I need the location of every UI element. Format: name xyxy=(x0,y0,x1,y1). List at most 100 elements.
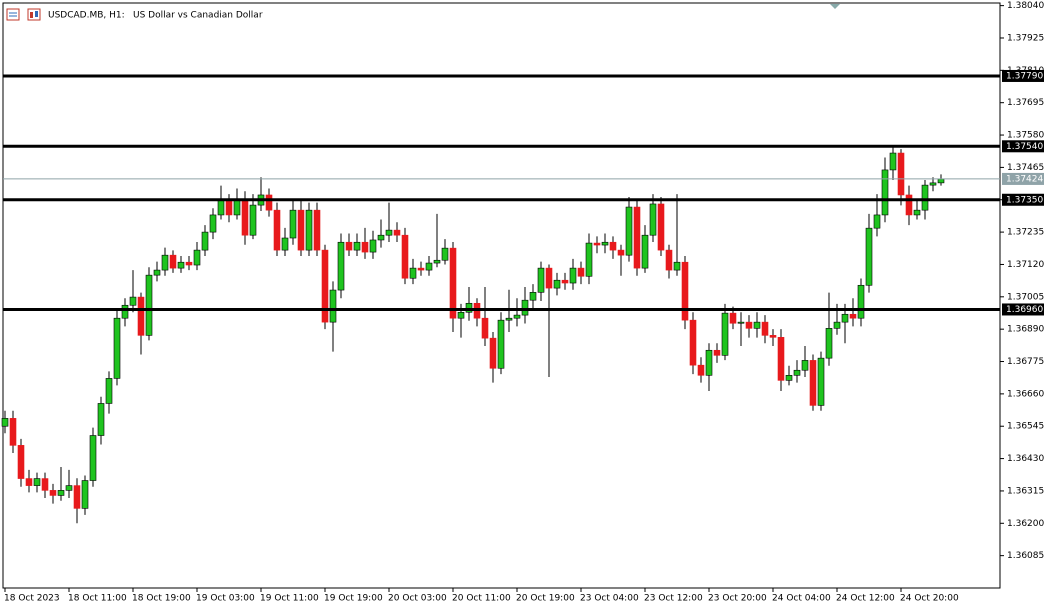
icon[interactable] xyxy=(6,8,20,21)
x-tick-label: 24 Oct 04:00 xyxy=(772,594,831,604)
candle-body xyxy=(161,254,169,271)
candle-body xyxy=(201,231,209,251)
candle-body xyxy=(425,262,433,271)
candle-body xyxy=(681,261,689,321)
level-box xyxy=(1002,69,1044,82)
candle-body xyxy=(689,319,697,366)
level-label: 1.36960 xyxy=(1006,305,1043,315)
y-tick-label: 1.36775 xyxy=(1007,357,1044,367)
candle-body xyxy=(249,204,257,236)
candle-body xyxy=(233,199,241,216)
candle-body xyxy=(537,267,545,293)
candle-body xyxy=(553,279,561,289)
candle-body xyxy=(369,239,377,253)
candle-body xyxy=(305,209,313,251)
candle-body xyxy=(801,360,809,371)
candle-body xyxy=(777,337,785,381)
candle-body xyxy=(177,261,185,269)
y-tick-label: 1.37465 xyxy=(1007,163,1044,173)
candle-body xyxy=(57,490,65,496)
candle-body xyxy=(281,237,289,251)
candle-body xyxy=(353,241,361,251)
candle-body xyxy=(521,299,529,316)
candle-body xyxy=(873,214,881,229)
y-tick-label: 1.37005 xyxy=(1007,292,1044,302)
candle-body xyxy=(337,241,345,291)
x-tick-label: 19 Oct 03:00 xyxy=(196,594,255,604)
candle-body xyxy=(449,247,457,319)
candle-body xyxy=(753,321,761,329)
candle-body xyxy=(41,478,49,491)
candle-body xyxy=(649,203,657,236)
candle-body xyxy=(761,321,769,336)
candle-body xyxy=(441,247,449,261)
candle-body xyxy=(833,321,841,329)
plot-frame xyxy=(2,2,1001,589)
symbol: USDCAD.MB, H1: xyxy=(48,11,125,21)
candle-body xyxy=(745,321,753,329)
candle-body xyxy=(89,435,97,481)
x-tick-label: 20 Oct 11:00 xyxy=(452,594,511,604)
candle-body xyxy=(817,357,825,406)
candle-body xyxy=(241,199,249,236)
candle-body xyxy=(121,304,129,319)
x-tick-label: 23 Oct 20:00 xyxy=(708,594,767,604)
y-tick-label: 1.37695 xyxy=(1007,98,1044,108)
y-tick-label: 1.37235 xyxy=(1007,228,1044,238)
icon-bar xyxy=(35,11,38,17)
shift-marker[interactable] xyxy=(830,4,840,9)
level-label: 1.37790 xyxy=(1006,71,1043,81)
level-box xyxy=(1002,193,1044,206)
candle-body xyxy=(785,375,793,381)
candle-body xyxy=(137,296,145,336)
candle-body xyxy=(345,241,353,251)
candle-body xyxy=(713,349,721,356)
candle-body xyxy=(609,241,617,251)
candle-body xyxy=(401,234,409,279)
candle-body xyxy=(17,445,25,479)
candle-body xyxy=(889,152,897,171)
y-tick-label: 1.36200 xyxy=(1007,519,1044,529)
x-tick-label: 24 Oct 12:00 xyxy=(836,594,895,604)
candle-body xyxy=(849,313,857,319)
candle-body xyxy=(633,206,641,269)
candle-body xyxy=(593,242,601,246)
candle-body xyxy=(265,194,273,211)
candle-body xyxy=(329,289,337,323)
current-price-label: 1.37424 xyxy=(1006,174,1043,184)
candle-body xyxy=(497,319,505,369)
y-tick-label: 1.36085 xyxy=(1007,551,1044,561)
candle-body xyxy=(105,378,113,404)
candle-body xyxy=(65,485,73,491)
candle-body xyxy=(481,317,489,339)
candle-body xyxy=(625,206,633,256)
icon[interactable] xyxy=(27,8,41,21)
candle-body xyxy=(569,267,577,284)
axis-layer: 1.380401.379251.378101.376951.375801.374… xyxy=(4,1,1044,603)
y-tick-label: 1.37120 xyxy=(1007,260,1044,270)
candle-body xyxy=(409,267,417,279)
x-tick-label: 19 Oct 19:00 xyxy=(324,594,383,604)
x-tick-label: 18 Oct 11:00 xyxy=(68,594,127,604)
candle-body xyxy=(865,227,873,286)
x-tick-label: 23 Oct 04:00 xyxy=(580,594,639,604)
candle-body xyxy=(641,234,649,269)
candle-body xyxy=(297,209,305,251)
level-box xyxy=(1002,140,1044,153)
candle-body xyxy=(857,284,865,319)
candle-body xyxy=(1,418,9,427)
candle-body xyxy=(545,267,553,289)
candle-body xyxy=(73,485,81,509)
candle-body xyxy=(361,241,369,253)
y-tick-label: 1.37925 xyxy=(1007,33,1044,43)
candle-body xyxy=(897,152,905,196)
candle-body xyxy=(937,178,945,184)
candle-body xyxy=(657,203,665,251)
candle-body xyxy=(321,249,329,323)
toolbar-icons[interactable] xyxy=(6,8,41,21)
candle-body xyxy=(433,259,441,264)
candle-body xyxy=(529,292,537,301)
candle-body xyxy=(377,234,385,241)
chart-title: US Dollar vs Canadian Dollar xyxy=(133,11,263,21)
y-tick-label: 1.38040 xyxy=(1007,1,1044,11)
